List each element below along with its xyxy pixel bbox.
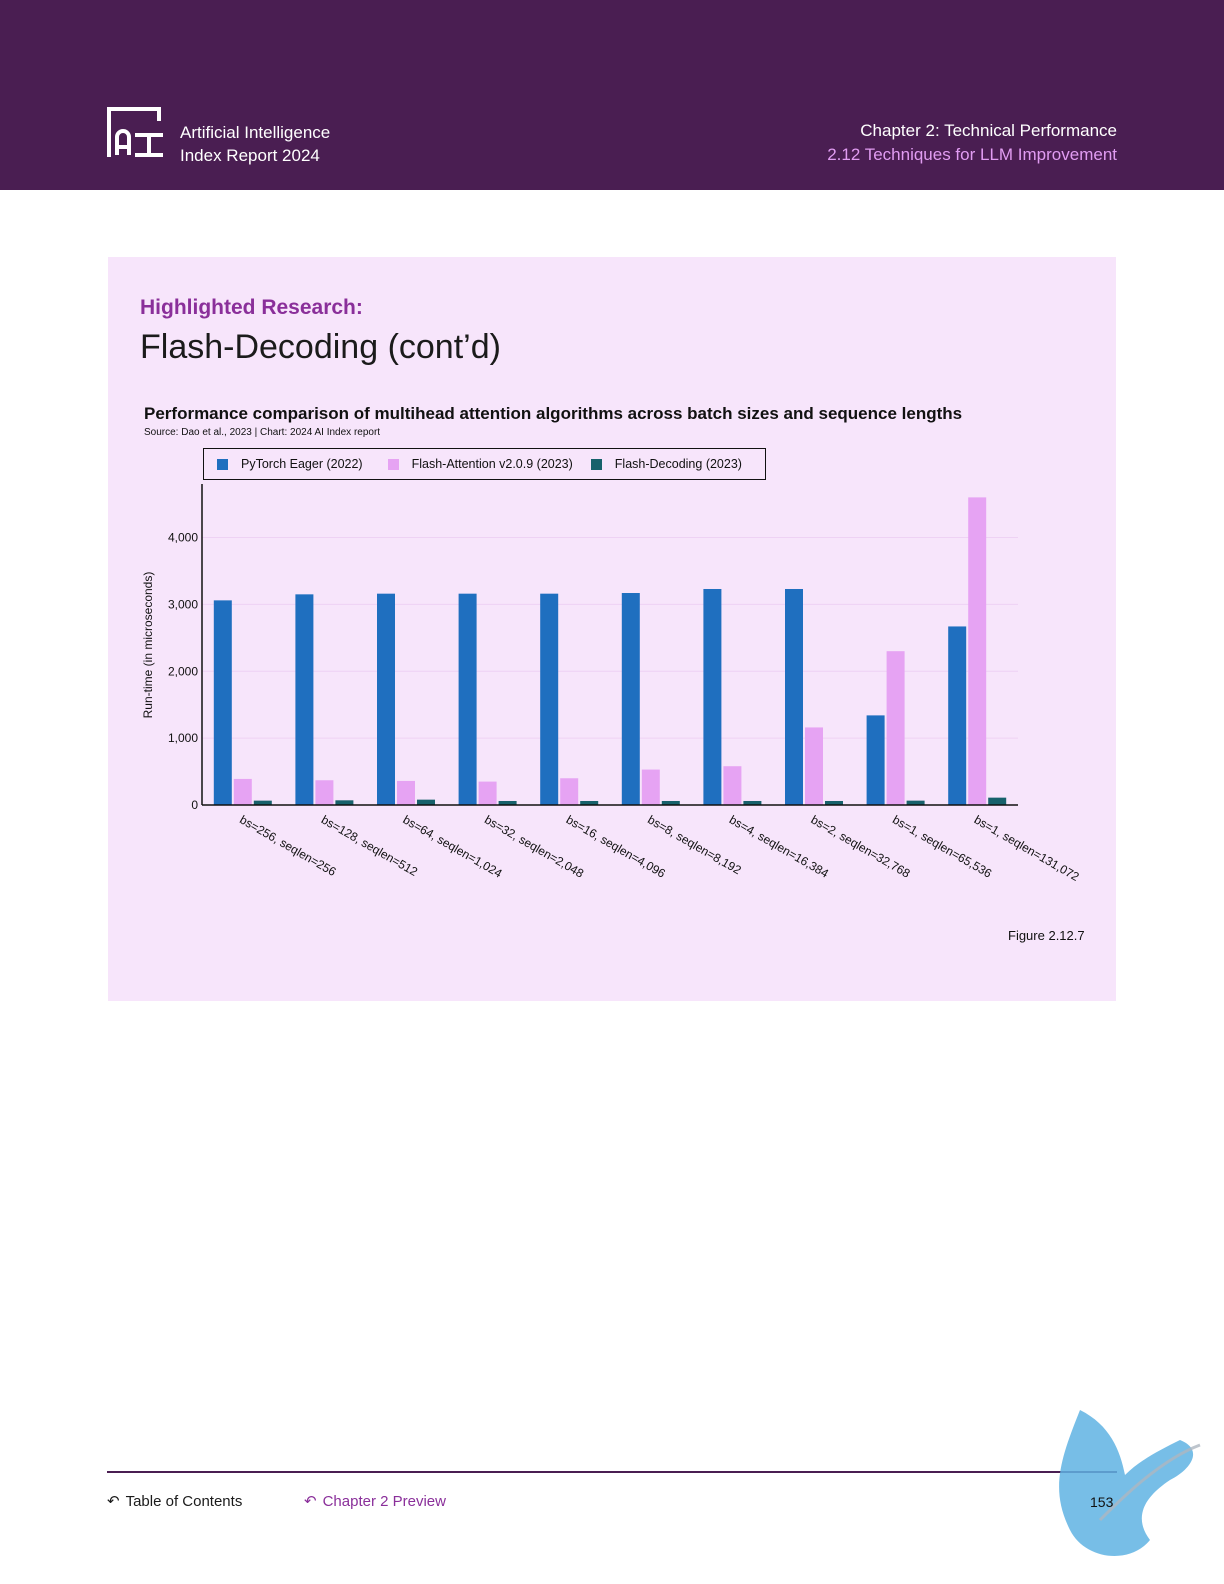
bar [906, 800, 925, 805]
legend-swatch [387, 458, 399, 470]
bar [968, 497, 987, 805]
y-tick-label: 0 [191, 798, 198, 812]
bar [233, 778, 252, 805]
legend-item-pytorch: PyTorch Eager (2022) [217, 457, 363, 471]
ai-index-logo [107, 107, 163, 157]
bar [641, 769, 660, 805]
footer-divider [107, 1471, 1117, 1473]
toc-label: Table of Contents [125, 1492, 243, 1510]
bar [417, 799, 435, 805]
y-tick-label: 4,000 [168, 531, 198, 545]
report-header: Artificial Intelligence Index Report 202… [0, 0, 1224, 190]
chart-source: Source: Dao et al., 2023 | Chart: 2024 A… [144, 427, 381, 438]
bar [478, 781, 497, 805]
bar [253, 800, 272, 805]
bar [315, 780, 334, 805]
bar [580, 800, 599, 805]
legend-swatch [217, 458, 228, 470]
bar [335, 800, 354, 805]
griffin-watermark-icon [1059, 1410, 1201, 1557]
table-of-contents-link[interactable]: ↶ Table of Contents [107, 1492, 243, 1511]
bar-chart: 0 1,000 2,000 3,000 4,000 Run-time (in micros… [141, 484, 1082, 884]
panel-title: Flash-Decoding (cont’d) [140, 328, 501, 366]
figure-label: Figure 2.12.7 [1008, 928, 1085, 943]
bar [948, 626, 967, 805]
report-title-line2: Index Report 2024 [180, 146, 320, 165]
bar [621, 593, 640, 805]
y-tick-label: 2,000 [168, 664, 198, 678]
highlight-label: Highlighted Research: [140, 296, 363, 319]
bar [377, 593, 395, 805]
return-arrow-icon: ↶ [304, 1493, 317, 1510]
y-tick-label: 1,000 [168, 731, 198, 745]
bar [825, 800, 843, 805]
bar [397, 780, 415, 805]
chart-title: Performance comparison of multihead atte… [144, 404, 963, 423]
y-tick-label: 3,000 [168, 597, 198, 611]
legend-item-flash-decoding: Flash-Decoding (2023) [590, 457, 742, 471]
bar [785, 588, 803, 805]
bar [498, 800, 517, 805]
bar [560, 778, 579, 805]
legend-label: Flash-Decoding (2023) [614, 457, 742, 471]
bar [988, 797, 1007, 805]
bar [213, 600, 232, 805]
report-title-line1: Artificial Intelligence [180, 123, 331, 142]
chapter-info: Chapter 2: Technical Performance 2.12 Te… [827, 119, 1117, 167]
bar [540, 593, 559, 805]
chart-legend: PyTorch Eager (2022) Flash-Attention v2.… [203, 448, 766, 480]
bar [458, 593, 477, 805]
bar [886, 651, 905, 805]
legend-label: PyTorch Eager (2022) [241, 457, 363, 471]
bar [866, 715, 885, 805]
bar [703, 588, 722, 805]
highlighted-research-panel [108, 257, 1116, 1001]
chapter-preview-label: Chapter 2 Preview [322, 1492, 446, 1510]
page-number: 153 [1090, 1494, 1114, 1510]
chapter-title: Chapter 2: Technical Performance [860, 121, 1117, 140]
chapter-preview-link[interactable]: ↶ Chapter 2 Preview [304, 1492, 446, 1511]
bar [723, 766, 742, 805]
legend-swatch [590, 458, 602, 470]
report-title: Artificial Intelligence Index Report 202… [180, 121, 330, 167]
bar [805, 727, 823, 805]
return-arrow-icon: ↶ [107, 1493, 120, 1510]
y-axis-label: Run-time (in microseconds) [141, 572, 155, 719]
bar [295, 594, 314, 805]
legend-label: Flash-Attention v2.0.9 (2023) [411, 457, 573, 471]
bar [661, 800, 680, 805]
legend-item-flash-attention: Flash-Attention v2.0.9 (2023) [387, 457, 573, 471]
bar [743, 800, 762, 805]
chapter-section: 2.12 Techniques for LLM Improvement [827, 145, 1117, 164]
